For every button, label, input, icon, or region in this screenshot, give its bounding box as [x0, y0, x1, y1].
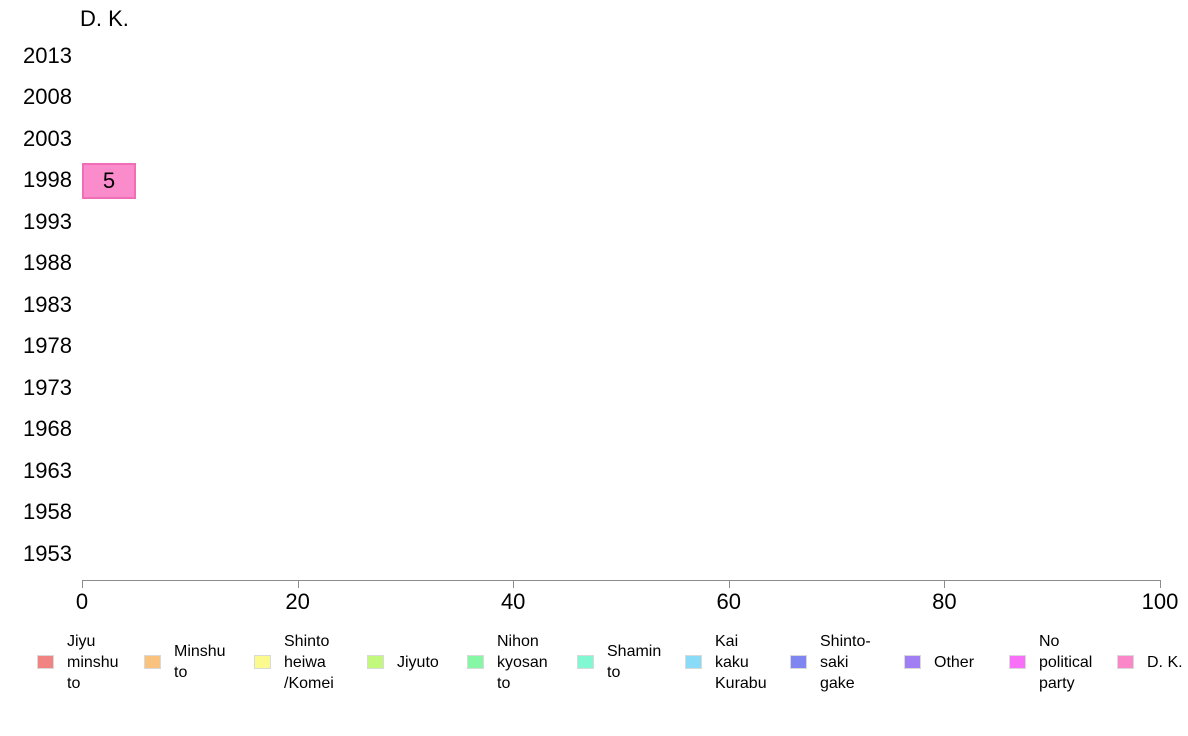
x-axis-tick-label: 20 [285, 589, 310, 614]
legend: Jiyu minshu to Minshu to Shinto heiwa /K… [0, 627, 1188, 697]
x-axis-tick [1159, 581, 1161, 588]
legend-label: Shinto-saki gake [820, 632, 871, 692]
bar-value-label: 5 [102, 167, 116, 193]
legend-item-nihon-kyosan-to[interactable]: Nihon kyosan to [467, 627, 555, 697]
legend-label: Nihon kyosan to [497, 632, 548, 692]
y-axis-label: 1993 [23, 209, 72, 234]
chart-title: D. K. [80, 6, 129, 31]
legend-item-no-political-party[interactable]: No political party [1009, 627, 1097, 697]
legend-label: Kai kaku Kurabu [715, 632, 767, 692]
y-axis-label: 2008 [23, 84, 72, 109]
legend-item-kai-kaku-kurabu[interactable]: Kai kaku Kurabu [685, 627, 773, 697]
y-axis-label: 1958 [23, 499, 72, 524]
y-axis-label: 1963 [23, 458, 72, 483]
legend-label: Shinto heiwa /Komei [284, 632, 334, 692]
legend-item-dk[interactable]: D. K. [1117, 627, 1188, 697]
y-axis-label: 2013 [23, 43, 72, 68]
legend-label: Jiyuto [397, 653, 439, 671]
legend-swatch-icon [144, 655, 161, 669]
legend-swatch-icon [790, 655, 807, 669]
legend-swatch-icon [904, 655, 921, 669]
y-axis-label: 1988 [23, 250, 72, 275]
legend-swatch-icon [1117, 655, 1134, 669]
legend-item-shamin-to[interactable]: Shamin to [577, 627, 665, 697]
legend-label: No political party [1039, 632, 1093, 692]
legend-swatch-icon [367, 655, 384, 669]
legend-label: D. K. [1147, 653, 1183, 671]
y-axis-label: 1983 [23, 292, 72, 317]
y-axis-label: 1953 [23, 541, 72, 566]
y-axis-label: 1968 [23, 416, 72, 441]
legend-item-shinto-heiwa-komei[interactable]: Shinto heiwa /Komei [254, 627, 342, 697]
legend-label: Other [934, 653, 975, 671]
legend-label: Shamin to [607, 643, 662, 681]
y-axis-label: 2003 [23, 126, 72, 151]
legend-item-minshu-to[interactable]: Minshu to [144, 627, 232, 697]
x-axis-tick [82, 581, 83, 588]
y-axis-label: 1973 [23, 375, 72, 400]
legend-swatch-icon [254, 655, 271, 669]
x-axis-line [82, 580, 1161, 581]
legend-item-other[interactable]: Other [904, 627, 992, 697]
legend-item-shinto-saki-gake[interactable]: Shinto-saki gake [790, 627, 878, 697]
y-axis-label: 1978 [23, 333, 72, 358]
legend-item-jiyu-minshu-to[interactable]: Jiyu minshu to [37, 627, 125, 697]
legend-swatch-icon [685, 655, 702, 669]
x-axis-tick-label: 0 [75, 589, 89, 614]
x-axis-tick-label: 60 [716, 589, 742, 614]
legend-swatch-icon [37, 655, 54, 669]
x-axis-tick-label: 100 [1141, 589, 1179, 614]
legend-label: Jiyu minshu to [67, 632, 119, 692]
legend-label: Minshu to [174, 643, 226, 681]
bar-1998[interactable]: 5 [82, 162, 136, 199]
x-axis-tick [513, 581, 515, 588]
legend-swatch-icon [577, 655, 594, 669]
legend-item-jiyuto[interactable]: Jiyuto [367, 627, 455, 697]
legend-swatch-icon [467, 655, 484, 669]
x-axis-tick [297, 581, 299, 588]
x-axis-tick-label: 80 [932, 589, 957, 614]
x-axis-tick [944, 581, 946, 588]
legend-swatch-icon [1009, 655, 1026, 669]
y-axis-label: 1998 [23, 167, 72, 192]
x-axis-tick-label: 40 [500, 589, 526, 614]
x-axis-tick [728, 581, 730, 588]
